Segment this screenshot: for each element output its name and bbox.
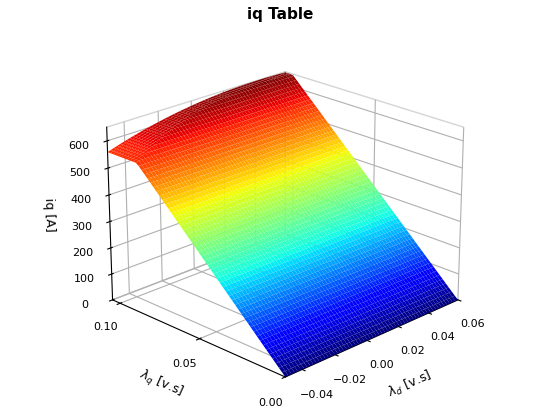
X-axis label: $\lambda_d$ [v.s]: $\lambda_d$ [v.s] (385, 367, 434, 401)
Y-axis label: $\lambda_q$ [v.s]: $\lambda_q$ [v.s] (136, 366, 186, 402)
Title: iq Table: iq Table (247, 7, 313, 22)
